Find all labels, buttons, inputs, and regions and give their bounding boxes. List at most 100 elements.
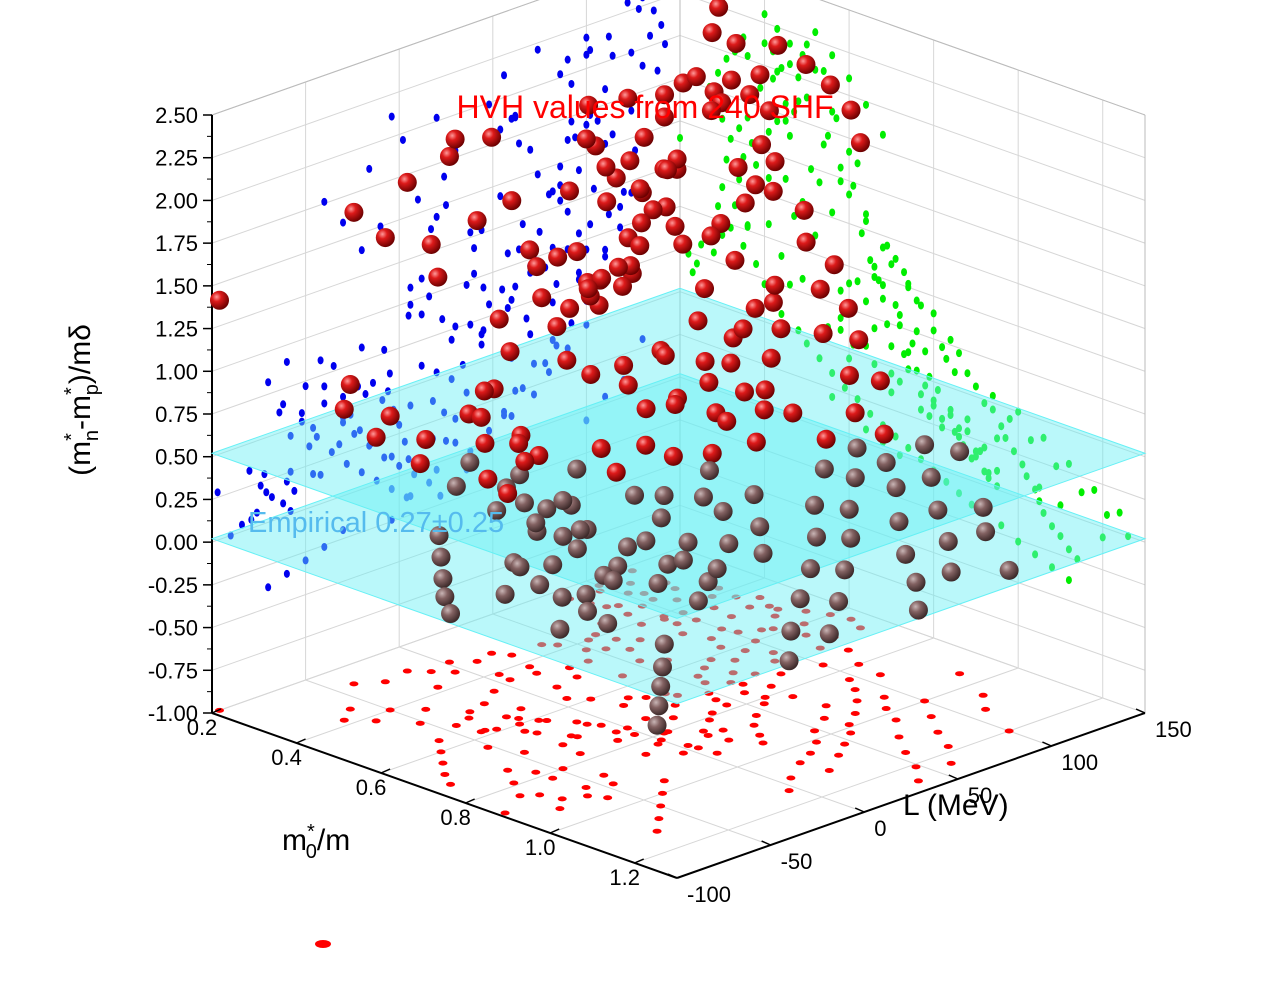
projection-point-green <box>816 178 823 187</box>
projection-point-red <box>582 793 592 799</box>
projection-point-green <box>972 382 979 391</box>
y-tick-label: -100 <box>687 882 731 907</box>
data-point <box>576 584 596 604</box>
projection-point-red <box>625 646 635 652</box>
projection-point-blue <box>605 210 612 219</box>
projection-point-red <box>421 706 431 712</box>
projection-point-red <box>586 696 596 702</box>
x-axis-title-main: m <box>282 824 307 857</box>
y-tick-mark <box>1135 708 1146 714</box>
projection-point-green <box>736 175 743 184</box>
projection-point-red <box>768 650 778 656</box>
data-point <box>654 107 674 127</box>
projection-point-blue <box>381 453 388 462</box>
data-point <box>509 433 529 453</box>
projection-point-red <box>913 778 923 784</box>
data-point <box>921 467 941 487</box>
projection-point-green <box>1078 488 1085 497</box>
data-point <box>647 715 667 735</box>
projection-point-green <box>803 40 810 49</box>
projection-point-blue <box>564 55 571 64</box>
projection-point-blue <box>583 33 590 42</box>
legend-marker <box>315 940 331 948</box>
projection-point-red <box>745 604 755 610</box>
projection-point-red <box>479 701 489 707</box>
projection-point-red <box>380 679 390 685</box>
projection-point-red <box>552 684 562 690</box>
projection-point-red <box>596 722 606 728</box>
projection-point-blue <box>366 164 373 173</box>
projection-point-green <box>939 343 946 352</box>
projection-point-blue <box>407 300 414 309</box>
y-tick-mark <box>854 807 865 813</box>
data-point <box>663 446 683 466</box>
projection-point-red <box>718 727 728 733</box>
projection-point-blue <box>418 361 425 370</box>
projection-point-red <box>683 743 693 749</box>
data-point <box>810 279 830 299</box>
data-point <box>740 85 760 105</box>
projection-point-red <box>635 658 645 664</box>
x-axis-title-sub: 0 <box>306 841 317 863</box>
projection-point-blue <box>276 408 283 417</box>
projection-point-blue <box>602 392 609 401</box>
projection-points <box>214 0 1132 834</box>
data-point <box>781 621 801 641</box>
data-point <box>510 557 530 577</box>
z-tick-label: 1.50 <box>155 274 198 299</box>
projection-point-green <box>829 51 836 60</box>
projection-point-green <box>761 39 768 48</box>
projection-point-green <box>689 268 696 277</box>
data-point <box>699 461 719 481</box>
data-point <box>655 345 675 365</box>
projection-point-red <box>749 722 759 728</box>
projection-point-red <box>819 715 829 721</box>
projection-point-red <box>641 695 651 701</box>
projection-point-blue <box>321 542 328 551</box>
data-point <box>849 330 869 350</box>
data-point <box>634 127 654 147</box>
projection-point-blue <box>328 448 335 457</box>
projection-point-blue <box>265 378 272 387</box>
data-point <box>728 157 748 177</box>
projection-point-red <box>901 750 911 756</box>
projection-point-blue <box>362 390 369 399</box>
projection-point-blue <box>343 459 350 468</box>
projection-point-red <box>707 593 717 599</box>
projection-point-blue <box>248 515 255 524</box>
projection-point-red <box>509 780 519 786</box>
projection-point-green <box>753 260 760 269</box>
projection-point-green <box>833 114 840 123</box>
projection-point-blue <box>238 520 245 529</box>
projection-point-green <box>989 405 996 414</box>
data-point <box>567 539 587 559</box>
projection-point-blue <box>534 45 541 54</box>
z-tick-label: -1.00 <box>148 701 198 726</box>
projection-point-blue <box>214 488 221 497</box>
data-point <box>375 228 395 248</box>
data-point <box>537 499 557 519</box>
projection-point-green <box>964 415 971 424</box>
projection-point-red <box>850 687 860 693</box>
projection-point-blue <box>428 225 435 234</box>
data-point <box>976 522 996 542</box>
projection-point-blue <box>433 212 440 221</box>
projection-point-red <box>494 672 504 678</box>
projection-point-blue <box>508 295 515 304</box>
projection-point-red <box>691 617 701 623</box>
data-point <box>553 526 573 546</box>
projection-point-red <box>385 707 395 713</box>
projection-point-blue <box>519 220 526 229</box>
data-point <box>520 240 540 260</box>
y-axis-line <box>676 712 1146 879</box>
projection-point-red <box>525 664 535 670</box>
data-point <box>726 33 746 53</box>
projection-point-blue <box>508 412 515 421</box>
data-point <box>746 432 766 452</box>
projection-point-red <box>503 767 513 773</box>
projection-point-red <box>601 646 611 652</box>
data-point <box>655 85 675 105</box>
y-axis-title: L (MeV) <box>903 789 1009 822</box>
data-point <box>209 290 229 310</box>
projection-point-green <box>816 354 823 363</box>
